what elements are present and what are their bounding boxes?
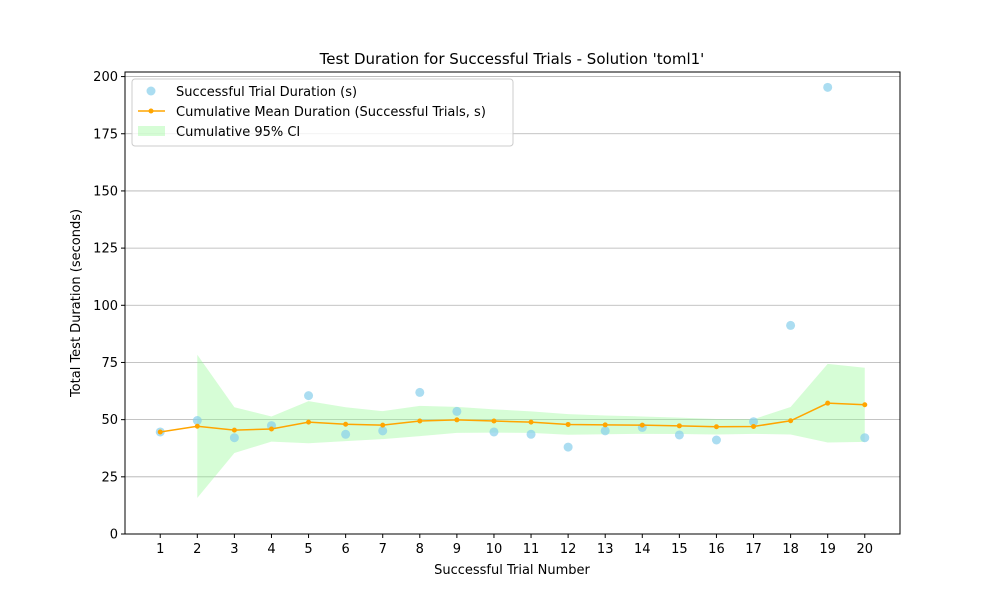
legend-marker-mean (148, 108, 154, 114)
y-tick-label: 75 (101, 356, 118, 371)
trial-duration-point (415, 387, 425, 397)
mean-point (676, 423, 682, 429)
x-tick-label: 17 (745, 542, 762, 557)
mean-point (751, 424, 757, 430)
y-tick-label: 125 (93, 242, 118, 257)
y-tick-label: 150 (93, 184, 118, 199)
x-tick-label: 15 (671, 542, 688, 557)
x-tick-label: 8 (416, 542, 424, 557)
mean-point (157, 429, 163, 435)
trial-duration-point (674, 430, 684, 440)
mean-point (194, 423, 200, 429)
y-tick-label: 200 (93, 70, 118, 85)
y-axis-ticks: 0 25 50 75 100 125 150 175 200 (93, 70, 125, 543)
trial-duration-point (266, 421, 276, 431)
trial-duration-point (304, 391, 314, 401)
mean-point (639, 422, 645, 428)
mean-point (565, 421, 571, 427)
x-tick-label: 11 (523, 542, 540, 557)
trial-duration-point (711, 435, 721, 445)
mean-point (343, 421, 349, 427)
mean-point (788, 418, 794, 424)
y-tick-label: 50 (101, 413, 118, 428)
mean-point (268, 426, 274, 432)
plot-frame (124, 71, 901, 535)
y-tick-label: 25 (101, 470, 118, 485)
x-tick-label: 2 (193, 542, 201, 557)
x-axis-label: Successful Trial Number (434, 563, 590, 578)
trial-duration-point (526, 429, 536, 439)
legend-label-trial-duration: Successful Trial Duration (s) (176, 85, 357, 100)
trial-duration-point (192, 416, 202, 426)
legend-box (131, 78, 514, 147)
legend-label-mean: Cumulative Mean Duration (Successful Tri… (176, 105, 486, 120)
x-tick-label: 16 (708, 542, 725, 557)
trial-duration-point (563, 442, 573, 452)
x-tick-label: 3 (230, 542, 238, 557)
legend-label-ci: Cumulative 95% CI (176, 125, 300, 140)
chart-title: Test Duration for Successful Trials - So… (319, 50, 705, 68)
mean-point (862, 402, 868, 408)
mean-point (231, 427, 237, 433)
x-tick-label: 9 (453, 542, 461, 557)
y-axis-label: Total Test Duration (seconds) (69, 209, 84, 398)
mean-point (306, 419, 312, 425)
x-tick-label: 12 (560, 542, 577, 557)
mean-point (417, 418, 423, 424)
x-tick-label: 5 (304, 542, 312, 557)
trial-duration-point (452, 406, 462, 416)
trial-duration-point (341, 429, 351, 439)
mean-point (380, 422, 386, 428)
trial-duration-point (600, 426, 610, 436)
mean-line-group (157, 400, 868, 435)
trial-duration-point (229, 433, 239, 443)
x-tick-label: 20 (856, 542, 873, 557)
x-tick-label: 14 (634, 542, 651, 557)
x-tick-label: 7 (379, 542, 387, 557)
y-tick-label: 175 (93, 127, 118, 142)
mean-point (491, 418, 497, 424)
mean-point (602, 422, 608, 428)
ci-band-group (197, 354, 865, 498)
trial-duration-point (786, 320, 796, 330)
legend-marker-trial-duration (146, 86, 156, 96)
y-tick-label: 0 (110, 528, 118, 543)
trial-duration-point (489, 427, 499, 437)
mean-point (454, 417, 460, 423)
x-tick-label: 6 (341, 542, 349, 557)
trial-duration-point (749, 417, 759, 427)
x-tick-label: 19 (819, 542, 836, 557)
x-tick-label: 1 (156, 542, 164, 557)
trial-duration-point (823, 82, 833, 92)
trial-duration-point (378, 426, 388, 436)
x-tick-label: 10 (486, 542, 503, 557)
legend: Successful Trial Duration (s) Cumulative… (131, 78, 514, 147)
mean-point (528, 419, 534, 425)
mean-line (160, 402, 865, 433)
mean-point (713, 424, 719, 430)
trial-duration-point (860, 433, 870, 443)
mean-point (825, 400, 831, 406)
x-axis-ticks: 1 2 3 4 5 6 7 8 9 10 11 12 13 14 15 16 17 18 19 20 (156, 534, 873, 557)
x-tick-label: 18 (782, 542, 799, 557)
legend-patch-ci (138, 126, 165, 136)
x-tick-label: 4 (267, 542, 275, 557)
y-tick-label: 100 (93, 299, 118, 314)
x-tick-label: 13 (597, 542, 614, 557)
ci-band (197, 354, 865, 498)
